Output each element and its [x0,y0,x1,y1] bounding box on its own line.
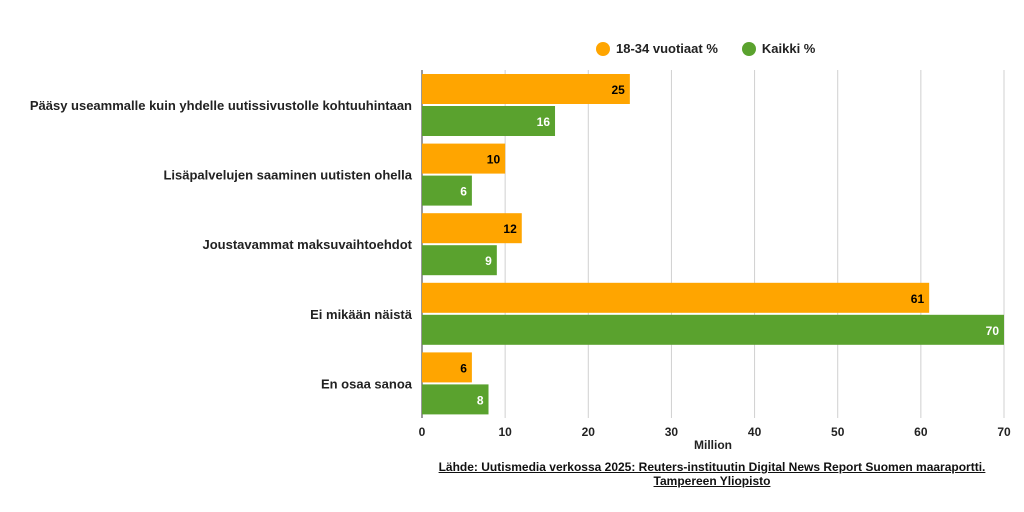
x-tick-label-20: 20 [582,425,596,439]
bar-all-3[interactable] [422,314,1004,345]
data-label-young-1: 10 [487,153,501,167]
x-tick-label-70: 70 [997,425,1011,439]
category-label-0: Pääsy useammalle kuin yhdelle uutissivus… [30,98,412,113]
category-label-4: En osaa sanoa [321,376,413,391]
legend-swatch-all [741,41,756,56]
legend-swatch-young [596,41,610,56]
x-tick-label-60: 60 [914,425,928,439]
legend-label-young: 18-34 vuotiaat % [616,41,718,56]
bar-all-0[interactable] [422,106,556,136]
x-axis-title: Million [694,438,732,452]
x-tick-label-40: 40 [748,425,762,439]
bar-young-3[interactable] [422,282,930,313]
x-tick-label-50: 50 [831,425,845,439]
data-label-all-1: 6 [460,185,467,199]
legend-item-young[interactable]: 18-34 vuotiaat % [596,41,718,56]
data-label-all-0: 16 [537,115,551,129]
data-label-young-3: 61 [911,292,925,306]
bar-young-1[interactable] [422,143,506,174]
bar-young-0[interactable] [422,74,630,104]
bar-all-2[interactable] [422,245,497,276]
data-label-all-4: 8 [477,393,484,407]
bar-all-4[interactable] [422,384,489,415]
bar-all-1[interactable] [422,175,472,206]
bar-young-4[interactable] [422,352,472,383]
data-label-all-3: 70 [986,324,1000,338]
bar-young-2[interactable] [422,213,522,244]
category-label-2: Joustavammat maksuvaihtoehdot [202,237,412,252]
x-tick-label-10: 10 [498,425,512,439]
category-label-1: Lisäpalvelujen saaminen uutisten ohella [163,168,412,183]
x-tick-label-0: 0 [419,425,426,439]
data-label-young-0: 25 [611,83,625,97]
data-label-all-2: 9 [485,254,492,268]
source-line-1: Lähde: Uutismedia verkossa 2025: Reuters… [438,460,986,474]
legend: 18-34 vuotiaat % Kaikki % [596,41,839,56]
category-label-3: Ei mikään näistä [310,307,413,322]
data-label-young-4: 6 [460,361,467,375]
data-label-young-2: 12 [503,222,517,236]
x-tick-label-30: 30 [665,425,679,439]
source-note[interactable]: Lähde: Uutismedia verkossa 2025: Reuters… [412,460,1012,488]
legend-label-all: Kaikki % [761,41,816,56]
source-line-2: Tampereen Yliopisto [653,474,771,488]
legend-item-all[interactable]: Kaikki % [741,41,816,56]
